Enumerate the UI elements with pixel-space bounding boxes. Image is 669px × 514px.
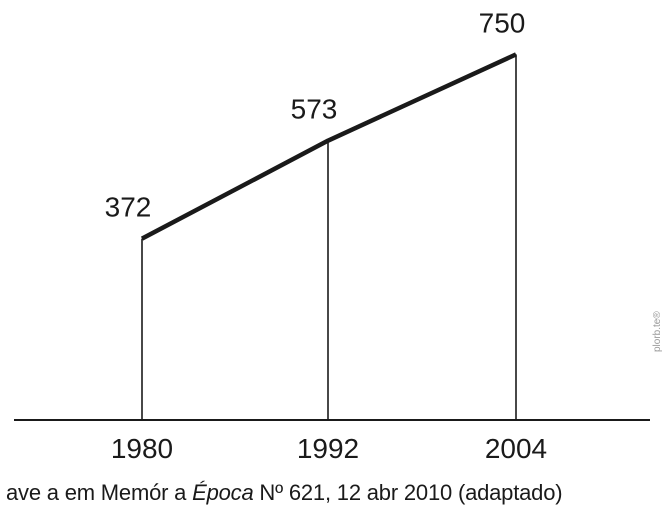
source-magazine: Época [192,480,254,505]
source-text-start: ave a em Memór a [6,480,193,505]
source-text-end: Nº 621, 12 abr 2010 (adaptado) [253,480,563,505]
watermark-text: plorb.te® [652,311,663,352]
x-tick-2004: 2004 [485,433,547,464]
drop-lines [141,54,517,420]
line-chart: 372 573 750 1980 1992 2004 [14,7,650,464]
data-label-2004: 750 [479,7,526,38]
series-line [140,52,517,241]
x-tick-1992: 1992 [297,433,359,464]
x-tick-1980: 1980 [111,433,173,464]
data-label-1980: 372 [105,192,152,223]
source-caption: ave a em Memór a Época Nº 621, 12 abr 20… [6,480,563,506]
data-labels: 372 573 750 [105,7,526,222]
x-tick-labels: 1980 1992 2004 [111,433,547,464]
data-label-1992: 573 [291,94,338,125]
